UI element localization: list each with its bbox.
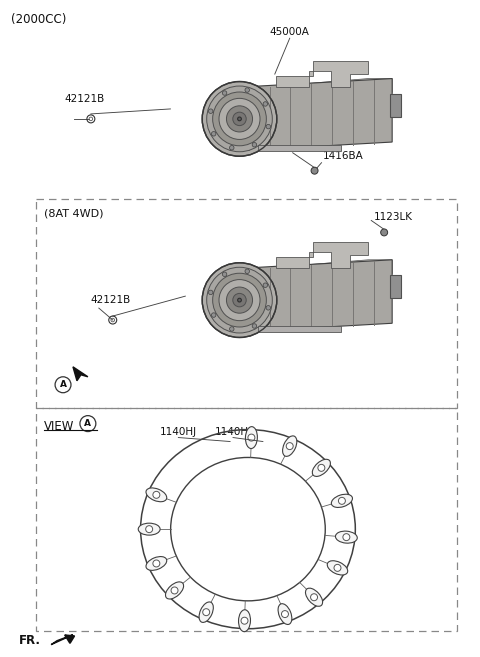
- Circle shape: [153, 491, 160, 498]
- Ellipse shape: [208, 290, 213, 294]
- Ellipse shape: [229, 327, 234, 331]
- Polygon shape: [228, 79, 392, 106]
- Ellipse shape: [312, 459, 330, 476]
- Ellipse shape: [166, 582, 183, 599]
- Circle shape: [203, 608, 210, 616]
- Ellipse shape: [233, 294, 246, 307]
- Ellipse shape: [239, 610, 251, 631]
- Text: 1123LK: 1123LK: [374, 212, 413, 223]
- Circle shape: [281, 610, 288, 618]
- Ellipse shape: [331, 494, 352, 507]
- Polygon shape: [240, 260, 392, 332]
- Ellipse shape: [138, 523, 160, 535]
- Ellipse shape: [252, 143, 257, 147]
- Circle shape: [381, 229, 388, 236]
- Text: 1140HJ: 1140HJ: [160, 426, 197, 436]
- Text: 1416BA: 1416BA: [323, 150, 363, 161]
- Ellipse shape: [263, 102, 267, 106]
- Text: 1140HJ: 1140HJ: [215, 426, 252, 436]
- Ellipse shape: [222, 272, 227, 277]
- Polygon shape: [73, 367, 88, 381]
- Polygon shape: [276, 61, 368, 87]
- Ellipse shape: [227, 287, 252, 313]
- Ellipse shape: [238, 298, 241, 302]
- Ellipse shape: [211, 313, 216, 317]
- Text: VIEW: VIEW: [44, 420, 74, 432]
- Ellipse shape: [202, 81, 277, 156]
- Ellipse shape: [266, 124, 271, 129]
- Circle shape: [241, 617, 248, 624]
- Text: 42121B: 42121B: [91, 295, 131, 305]
- Polygon shape: [51, 635, 73, 645]
- Ellipse shape: [213, 92, 266, 146]
- FancyBboxPatch shape: [390, 275, 401, 298]
- Polygon shape: [228, 260, 392, 287]
- Circle shape: [318, 464, 325, 471]
- Text: 42121B: 42121B: [64, 94, 104, 104]
- Ellipse shape: [263, 283, 267, 287]
- Ellipse shape: [227, 106, 252, 132]
- Ellipse shape: [233, 112, 246, 125]
- Circle shape: [343, 533, 350, 541]
- Polygon shape: [240, 79, 392, 150]
- Text: 45000A: 45000A: [270, 27, 310, 37]
- Text: A: A: [84, 419, 91, 428]
- Ellipse shape: [219, 99, 260, 139]
- Text: (8AT 4WD): (8AT 4WD): [44, 208, 104, 219]
- Ellipse shape: [146, 556, 167, 570]
- Circle shape: [338, 497, 346, 505]
- Ellipse shape: [219, 280, 260, 321]
- Circle shape: [311, 594, 318, 600]
- Ellipse shape: [208, 109, 213, 114]
- Ellipse shape: [336, 531, 357, 543]
- Ellipse shape: [245, 88, 250, 92]
- Text: (2000CC): (2000CC): [12, 13, 67, 26]
- Ellipse shape: [252, 324, 257, 328]
- Bar: [36, 198, 457, 407]
- Ellipse shape: [199, 602, 213, 622]
- Circle shape: [153, 560, 160, 567]
- Text: FR.: FR.: [19, 634, 41, 647]
- FancyBboxPatch shape: [390, 94, 401, 117]
- Ellipse shape: [207, 267, 272, 333]
- Ellipse shape: [245, 269, 250, 273]
- Polygon shape: [258, 327, 341, 332]
- Ellipse shape: [146, 488, 167, 502]
- Ellipse shape: [211, 131, 216, 136]
- Ellipse shape: [245, 426, 257, 449]
- Circle shape: [146, 526, 153, 533]
- Ellipse shape: [305, 588, 323, 606]
- Ellipse shape: [213, 273, 266, 327]
- Ellipse shape: [202, 263, 277, 338]
- Ellipse shape: [266, 306, 271, 310]
- Circle shape: [248, 434, 255, 441]
- Ellipse shape: [327, 560, 348, 575]
- Bar: [36, 407, 457, 631]
- Circle shape: [286, 443, 293, 449]
- Polygon shape: [276, 242, 368, 268]
- Polygon shape: [258, 145, 341, 150]
- Circle shape: [311, 167, 318, 174]
- Circle shape: [334, 564, 341, 572]
- Ellipse shape: [238, 117, 241, 121]
- Text: A: A: [60, 380, 67, 389]
- Circle shape: [171, 587, 178, 594]
- Ellipse shape: [207, 86, 272, 152]
- Ellipse shape: [222, 91, 227, 95]
- Ellipse shape: [229, 145, 234, 150]
- Ellipse shape: [283, 436, 297, 457]
- Ellipse shape: [278, 604, 292, 625]
